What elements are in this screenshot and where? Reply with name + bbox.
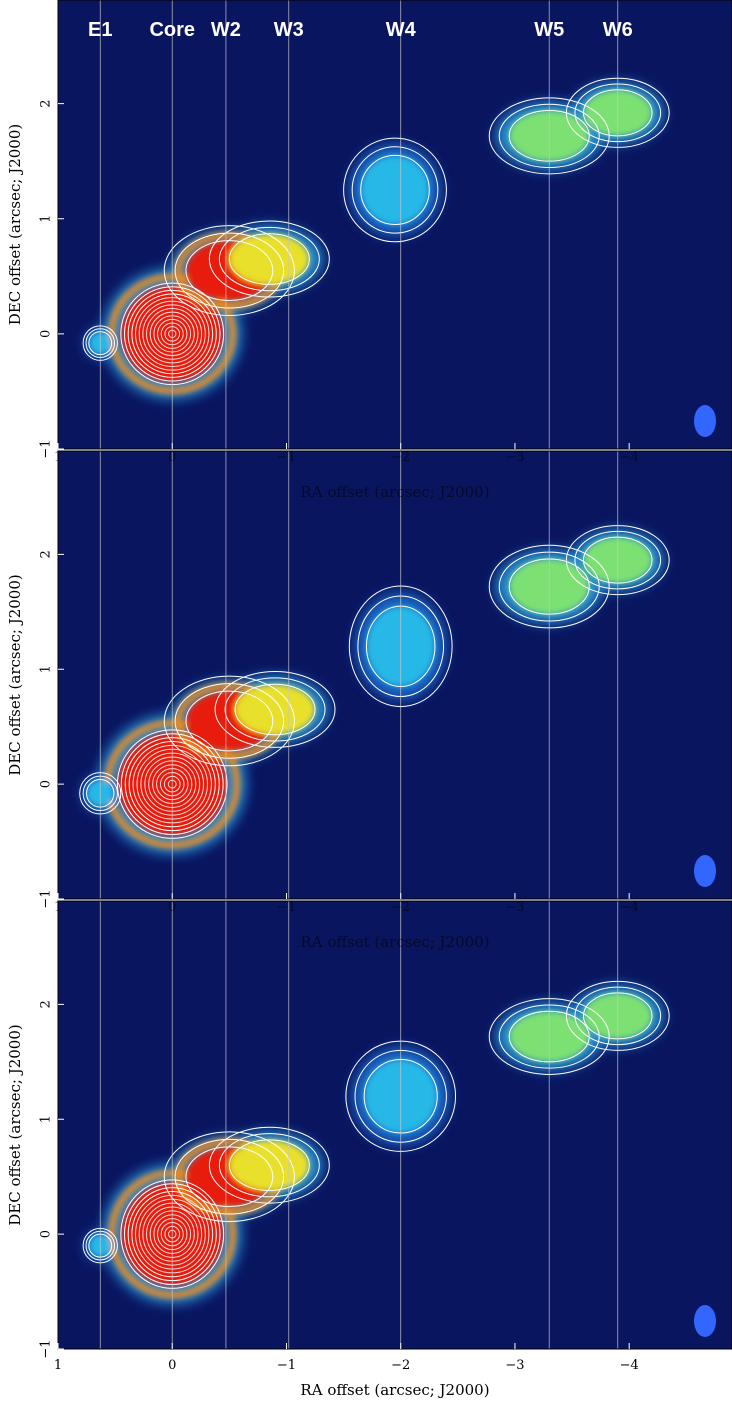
y-tick-label: 1 [39,1115,54,1123]
y-axis-middle: −1 0 1 2 DEC offset (arcsec; J2000) [6,550,64,909]
component-label-w2: W2 [211,19,241,41]
component-label-w6: W6 [603,19,633,41]
x-tick-label: −3 [505,450,524,465]
x-axis-top: 1 0 −1 −2 −3 −4 RA offset (arcsec; J2000) [54,443,639,501]
y-tick-label: 1 [39,215,54,223]
component-guides [99,901,619,1349]
y-axis-top: −1 0 1 2 DEC offset (arcsec; J2000) [6,99,64,459]
x-axis-middle: 1 0 −1 −2 −3 −4 RA offset (arcsec; J2000) [54,893,639,951]
y-tick-label: −1 [39,1339,54,1358]
beam-ellipse [694,405,716,437]
x-axis-label: RA offset (arcsec; J2000) [300,1381,489,1399]
component-guides [99,0,619,449]
y-tick-label: 1 [39,665,54,673]
x-tick-label: 1 [54,900,62,915]
y-tick-label: 0 [39,1230,54,1238]
component-label-e1: E1 [88,19,112,41]
x-tick-label: 0 [168,450,176,465]
y-tick-label: 2 [39,99,54,107]
x-tick-label: −1 [277,1358,296,1373]
component-label-core: Core [149,19,195,41]
component-guides [99,451,619,899]
y-axis-bottom: −1 0 1 2 DEC offset (arcsec; J2000) [6,1000,64,1359]
x-tick-label: −2 [391,450,410,465]
x-tick-label: 1 [54,1358,62,1373]
emission-blob-3 [360,155,430,225]
x-tick-label: −4 [620,450,639,465]
y-tick-label: 2 [39,1000,54,1008]
x-tick-label: −3 [505,1358,524,1373]
x-tick-label: −1 [277,900,296,915]
x-tick-label: 0 [168,900,176,915]
y-axis-label: DEC offset (arcsec; J2000) [6,574,24,775]
x-tick-label: −4 [620,1358,639,1373]
panel-top [57,0,732,450]
y-axis-label: DEC offset (arcsec; J2000) [6,1024,24,1225]
y-tick-label: −1 [39,889,54,908]
y-tick-label: 0 [39,780,54,788]
y-axis-label: DEC offset (arcsec; J2000) [6,124,24,325]
beam-ellipse [694,1305,716,1337]
x-axis-bottom: 1 0 −1 −2 −3 −4 RA offset (arcsec; J2000) [54,1343,639,1399]
y-tick-label: −1 [39,439,54,458]
x-tick-label: −4 [620,900,639,915]
x-axis-label: RA offset (arcsec; J2000) [300,483,489,501]
component-label-w3: W3 [274,19,304,41]
y-tick-label: 0 [39,330,54,338]
panel-frame [57,900,732,1350]
x-tick-label: 1 [54,450,62,465]
panel-frame [57,450,732,900]
component-label-w5: W5 [534,19,564,41]
panel-bottom [57,900,732,1350]
x-tick-label: −2 [391,900,410,915]
component-label-w4: W4 [386,19,417,41]
x-tick-label: −1 [277,450,296,465]
panel-frame [57,0,732,450]
x-tick-label: −3 [505,900,524,915]
y-tick-label: 2 [39,550,54,558]
x-axis-label: RA offset (arcsec; J2000) [300,933,489,951]
beam-ellipse [694,855,716,887]
x-tick-label: 0 [168,1358,176,1373]
x-tick-label: −2 [391,1358,410,1373]
panel-middle [57,450,732,900]
